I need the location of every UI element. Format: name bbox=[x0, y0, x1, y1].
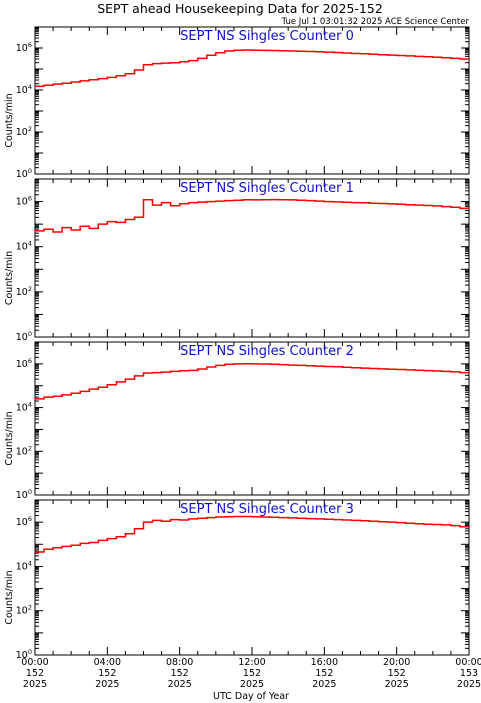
x-tick-label-time: 12:00 bbox=[238, 657, 265, 668]
panels-group: 100 102 104 106 Counts/min SEPT NS Singles Co… bbox=[4, 26, 481, 690]
series-line bbox=[35, 515, 469, 553]
x-tick-label-time: 20:00 bbox=[383, 657, 410, 668]
y-tick-label: 104 bbox=[16, 83, 32, 96]
y-tick-label: 106 bbox=[16, 195, 32, 208]
x-tick-label-year: 2025 bbox=[312, 679, 336, 690]
y-tick-label: 104 bbox=[16, 240, 32, 253]
y-axis-label: Counts/min bbox=[4, 570, 15, 624]
panel-title: SEPT NS Singles Counter 2 bbox=[180, 344, 354, 359]
panel-2: 100 102 104 106 Counts/min SEPT NS Singles Co… bbox=[4, 341, 470, 501]
x-tick-label-time: 08:00 bbox=[166, 657, 193, 668]
chart-title: SEPT ahead Housekeeping Data for 2025-15… bbox=[97, 1, 383, 16]
x-tick-label-year: 2025 bbox=[457, 679, 481, 690]
panel-title: SEPT NS Singles Counter 0 bbox=[180, 29, 354, 44]
panel-0: 100 102 104 106 Counts/min SEPT NS Singles Co… bbox=[4, 26, 470, 180]
series-line bbox=[35, 362, 469, 400]
x-tick-label-year: 2025 bbox=[168, 679, 192, 690]
panel-1: 100 102 104 106 Counts/min SEPT NS Singles Co… bbox=[4, 178, 470, 343]
y-axis-label: Counts/min bbox=[4, 93, 15, 147]
y-axis-label: Counts/min bbox=[4, 251, 15, 305]
y-tick-label: 104 bbox=[16, 559, 32, 572]
y-tick-label: 100 bbox=[16, 330, 32, 343]
x-tick-label-doy: 152 bbox=[26, 668, 44, 679]
y-tick-label: 100 bbox=[16, 488, 32, 501]
x-tick-label-year: 2025 bbox=[385, 679, 409, 690]
panel-frame bbox=[34, 178, 470, 338]
series-line bbox=[35, 198, 469, 233]
y-tick-label: 100 bbox=[16, 648, 32, 661]
series-line bbox=[35, 49, 469, 88]
x-tick-label-doy: 153 bbox=[460, 668, 478, 679]
y-tick-label: 102 bbox=[16, 604, 32, 617]
panel-title: SEPT NS Singles Counter 1 bbox=[180, 181, 354, 196]
panel-frame bbox=[34, 26, 470, 175]
x-tick-label-time: 04:00 bbox=[94, 657, 121, 668]
y-tick-label: 106 bbox=[16, 515, 32, 528]
y-tick-label: 102 bbox=[16, 125, 32, 138]
x-tick-label-year: 2025 bbox=[95, 679, 119, 690]
y-tick-label: 106 bbox=[16, 357, 32, 370]
x-tick-label-year: 2025 bbox=[23, 679, 47, 690]
panel-frame bbox=[34, 341, 470, 496]
x-axis-label: UTC Day of Year bbox=[213, 691, 289, 702]
x-tick-label-doy: 152 bbox=[98, 668, 116, 679]
y-tick-label: 104 bbox=[16, 401, 32, 414]
y-axis-label: Counts/min bbox=[4, 411, 15, 465]
y-tick-label: 100 bbox=[16, 167, 32, 180]
panel-3: 100 102 104 106 Counts/min SEPT NS Singles Co… bbox=[4, 499, 470, 661]
x-tick-label-doy: 152 bbox=[243, 668, 261, 679]
x-tick-label-time: 00:00 bbox=[21, 657, 48, 668]
timestamp-label: Tue Jul 1 03:01:32 2025 ACE Science Cent… bbox=[281, 17, 470, 27]
panel-title: SEPT NS Singles Counter 3 bbox=[180, 502, 354, 517]
x-tick-label-doy: 152 bbox=[315, 668, 333, 679]
y-tick-label: 102 bbox=[16, 444, 32, 457]
x-tick-label-time: 16:00 bbox=[311, 657, 338, 668]
x-tick-label-time: 00:00 bbox=[455, 657, 481, 668]
y-tick-label: 106 bbox=[16, 41, 32, 54]
x-tick-label-doy: 152 bbox=[171, 668, 189, 679]
x-tick-label-year: 2025 bbox=[240, 679, 264, 690]
x-tick-label-doy: 152 bbox=[388, 668, 406, 679]
y-tick-label: 102 bbox=[16, 285, 32, 298]
